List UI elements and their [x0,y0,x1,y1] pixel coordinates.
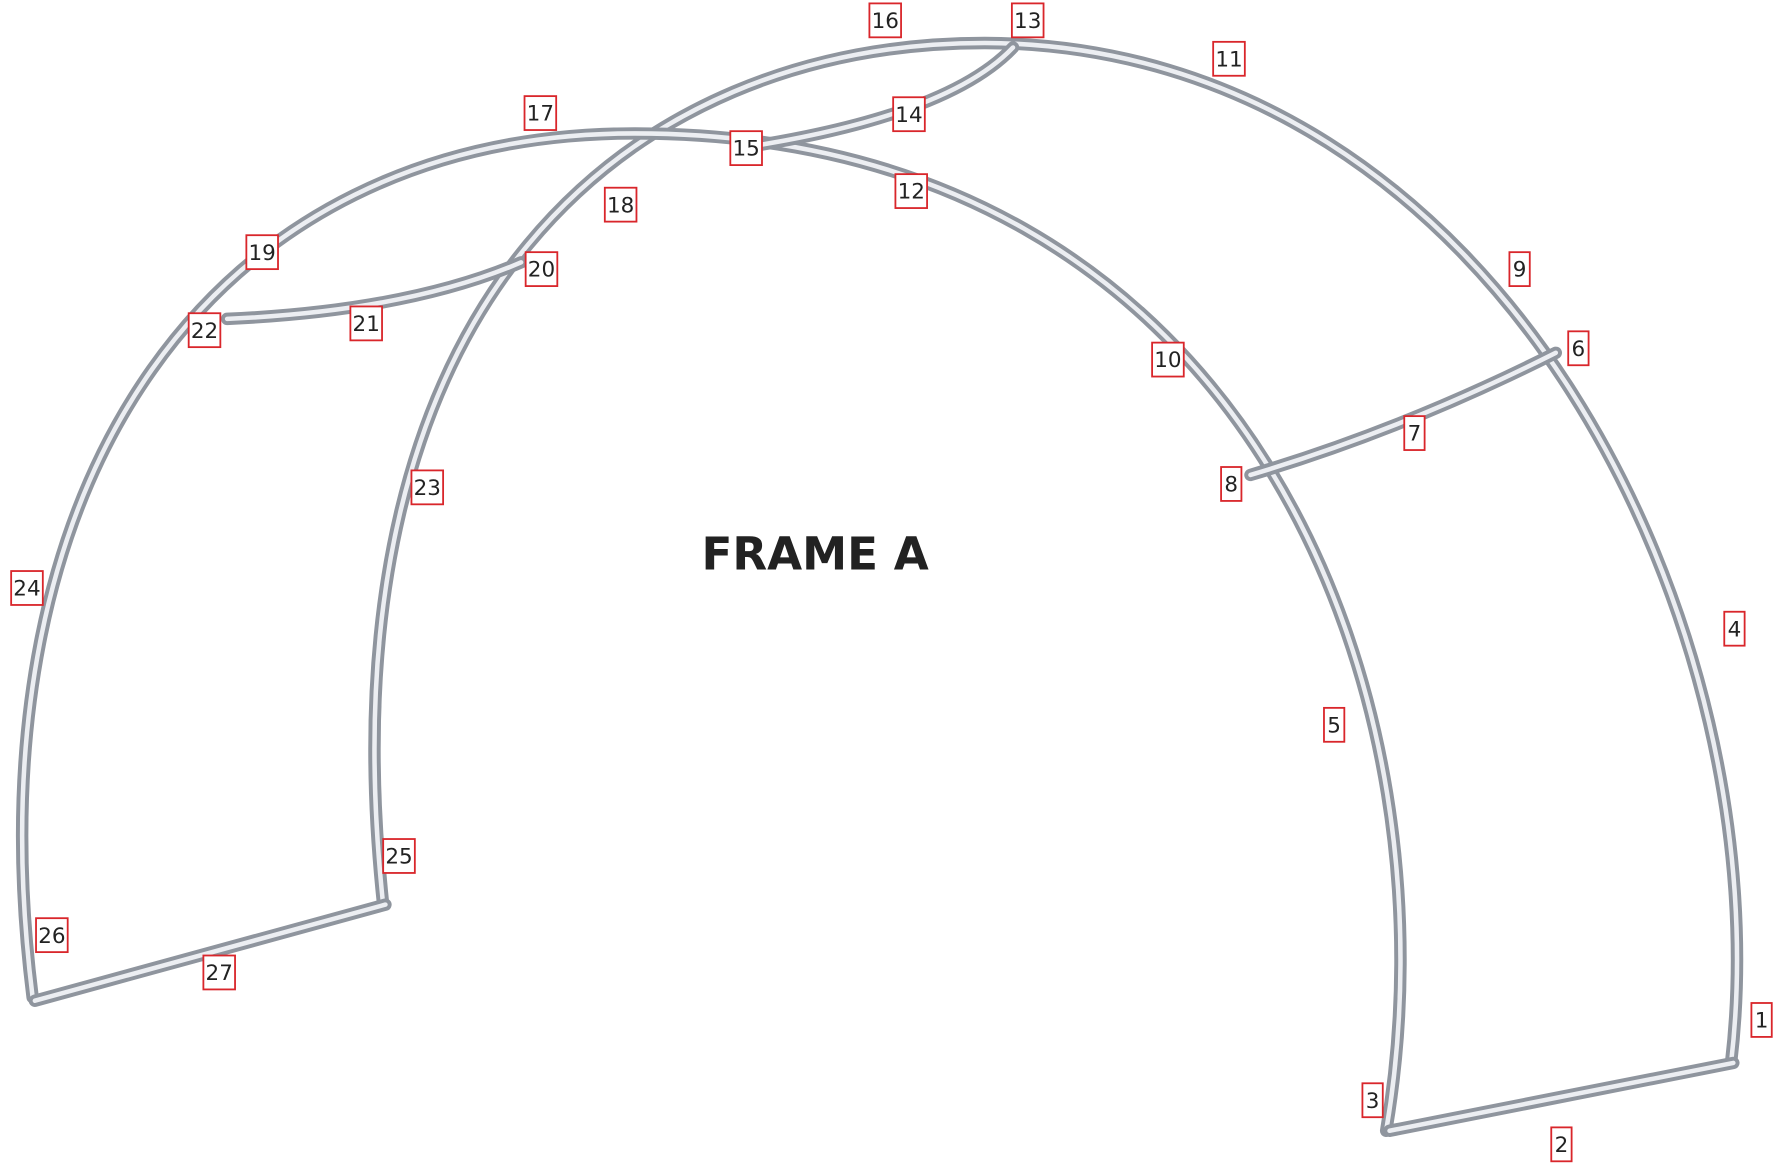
cross-bar-7-highlight [1248,350,1559,478]
part-label-text: 13 [1014,9,1041,34]
part-label-box [35,917,69,954]
part-label: 20 [524,251,559,287]
part-label-box [410,469,445,506]
part-label-text: 23 [414,476,441,501]
part-label-box [1212,40,1246,77]
part-label: 21 [349,305,383,342]
part-label-box [382,838,416,874]
part-label-text: 12 [898,180,925,205]
part-label-text: 4 [1728,617,1742,642]
part-label: 3 [1361,1082,1384,1119]
part-label-box [1567,330,1590,367]
part-label: 4 [1723,610,1746,647]
frame-tubes [15,36,1744,1137]
part-label-text: 21 [353,312,380,337]
part-label: 18 [603,186,638,223]
part-label: 7 [1403,415,1426,451]
part-label-text: 11 [1215,47,1242,72]
part-label-text: 1 [1755,1009,1769,1034]
part-label: 22 [187,312,222,349]
part-label-text: 2 [1555,1133,1569,1158]
part-label: 16 [868,2,902,39]
part-label-box [1220,466,1243,502]
part-label-box [523,95,558,131]
part-label-text: 15 [732,137,759,162]
front-arch-highlight [19,131,1403,1134]
part-label: 12 [894,173,928,209]
part-labels: 1234567891011121314151617181920212223242… [10,2,1773,1163]
part-label-text: 17 [527,102,554,127]
part-label: 1 [1750,1002,1773,1038]
part-label-text: 3 [1366,1089,1380,1114]
part-label-box [892,96,926,133]
part-label-box [245,234,279,271]
part-label-box [10,570,44,606]
part-label: 5 [1323,706,1346,743]
part-label: 13 [1010,2,1045,39]
part-label-text: 26 [38,924,65,949]
part-label-text: 9 [1513,258,1527,283]
part-label: 9 [1508,251,1531,287]
part-label-box [868,2,902,39]
part-label-text: 25 [385,845,412,870]
part-label-text: 5 [1327,713,1341,738]
part-label-box [1508,251,1531,287]
part-label-text: 19 [249,241,276,266]
part-label-box [1750,1002,1773,1038]
part-label: 24 [10,570,44,606]
part-label-box [1151,341,1185,378]
part-label: 25 [382,838,416,874]
part-label-box [1361,1082,1384,1119]
cross-bar-21-highlight [224,260,524,322]
part-label-box [187,312,222,349]
part-label-box [1550,1126,1573,1163]
part-label: 15 [729,130,763,166]
part-label: 14 [892,96,926,133]
part-label-text: 24 [13,577,40,602]
base-bar-left-highlight [32,902,388,1003]
part-label-box [1403,415,1426,451]
part-label: 17 [523,95,558,131]
back-arch [368,36,1744,1070]
part-label-text: 6 [1572,337,1586,362]
part-label: 19 [245,234,279,271]
part-label-text: 16 [872,9,899,34]
part-label: 11 [1212,40,1246,77]
part-label-text: 27 [206,961,233,986]
base-bar-right-highlight [1387,1060,1736,1134]
part-label-box [349,305,383,342]
part-label-box [603,186,638,223]
part-label: 8 [1220,466,1243,502]
part-label-box [894,173,928,209]
frame-title: FRAME A [701,528,928,581]
back-arch-highlight [372,40,1740,1066]
part-label: 26 [35,917,69,954]
part-label-box [202,954,236,991]
part-label-text: 14 [895,103,922,128]
part-label-box [1723,610,1746,647]
part-label-text: 22 [191,319,218,344]
part-label: 10 [1151,341,1185,378]
part-label-box [524,251,559,287]
part-label: 23 [410,469,445,506]
part-label-text: 10 [1154,348,1181,373]
part-label-box [1010,2,1045,39]
part-label: 6 [1567,330,1590,367]
part-label-box [1323,706,1346,743]
part-label-text: 20 [528,258,555,283]
part-label-text: 18 [607,193,634,218]
part-label: 27 [202,954,236,991]
part-label-text: 8 [1224,473,1238,498]
part-label: 2 [1550,1126,1573,1163]
cross-bar-7 [1244,346,1563,482]
part-label-box [729,130,763,166]
part-label-text: 7 [1408,422,1422,447]
